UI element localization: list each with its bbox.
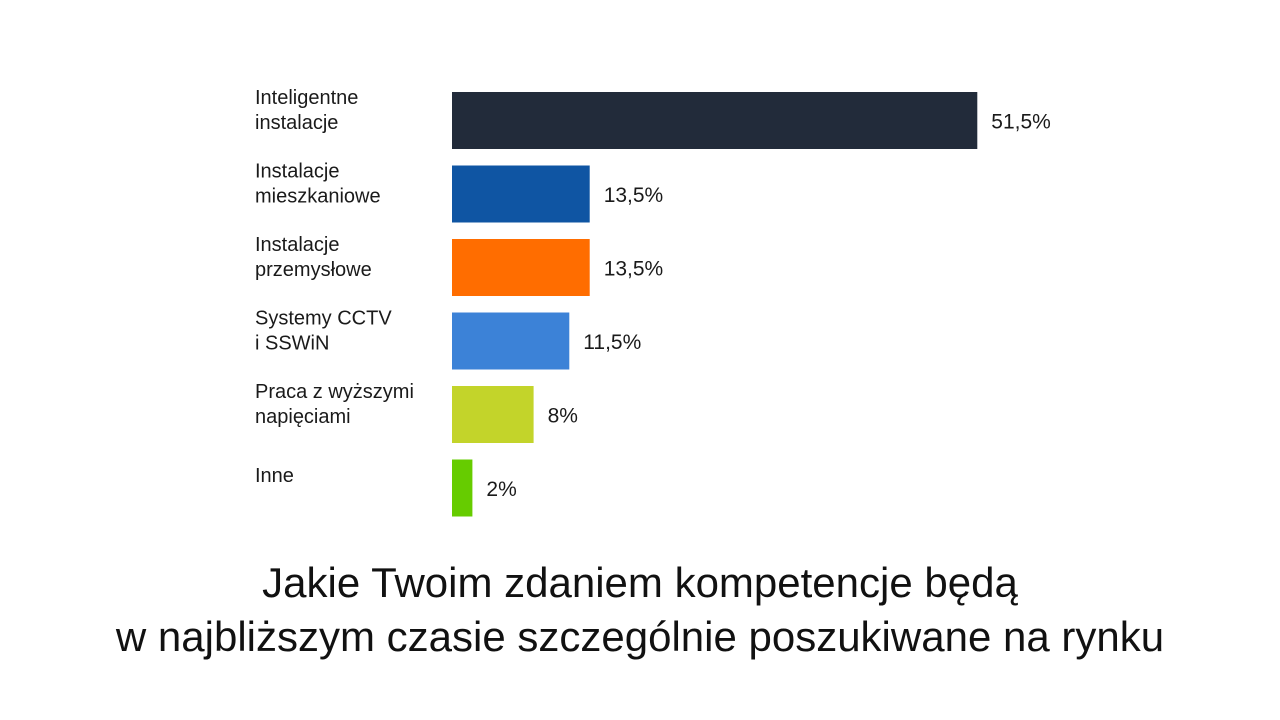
bar-0 [452, 92, 978, 149]
category-label-1: Instalacje mieszkaniowe [255, 161, 381, 208]
chart-title-line-1: Jakie Twoim zdaniem kompetencje będą [262, 559, 1018, 606]
value-label-4: 8% [548, 405, 578, 428]
category-label-2-line-1: przemysłowe [255, 259, 372, 281]
category-label-3-line-1: i SSWiN [255, 333, 329, 355]
bar-2 [452, 239, 590, 296]
category-label-0: Inteligentne instalacje [255, 87, 358, 134]
category-label-0-line-0: Inteligentne [255, 87, 358, 109]
value-label-5: 2% [486, 478, 516, 501]
category-label-4-line-1: napięciami [255, 406, 351, 428]
bar-3 [452, 312, 570, 370]
bar-5 [452, 459, 473, 517]
category-label-2-line-0: Instalacje [255, 234, 340, 256]
value-label-1: 13,5% [604, 184, 664, 207]
category-label-5-line-0: Inne [255, 465, 294, 487]
category-label-5: Inne [255, 465, 294, 487]
chart-title-line-2: w najbliższym czasie szczególnie poszuki… [115, 613, 1165, 660]
category-label-1-line-1: mieszkaniowe [255, 186, 381, 208]
category-label-4-line-0: Praca z wyższymi [255, 381, 414, 403]
category-label-2: Instalacje przemysłowe [255, 234, 372, 281]
category-label-0-line-1: instalacje [255, 112, 338, 134]
category-label-4: Praca z wyższymi napięciami [255, 381, 414, 428]
category-label-3-line-0: Systemy CCTV [255, 308, 392, 330]
bars-group: 51,5% Inteligentne instalacje 13,5% Instalac… [255, 87, 1051, 517]
value-label-3: 11,5% [583, 331, 641, 354]
value-label-2: 13,5% [604, 258, 664, 281]
bar-4 [452, 386, 534, 443]
category-label-1-line-0: Instalacje [255, 161, 340, 183]
chart-title: Jakie Twoim zdaniem kompetencje będą w n… [0, 556, 1280, 664]
value-label-0: 51,5% [991, 111, 1051, 134]
bar-1 [452, 165, 590, 223]
bar-chart: 51,5% Inteligentne instalacje 13,5% Instalac… [255, 87, 1051, 517]
category-label-3: Systemy CCTV i SSWiN [255, 308, 392, 355]
